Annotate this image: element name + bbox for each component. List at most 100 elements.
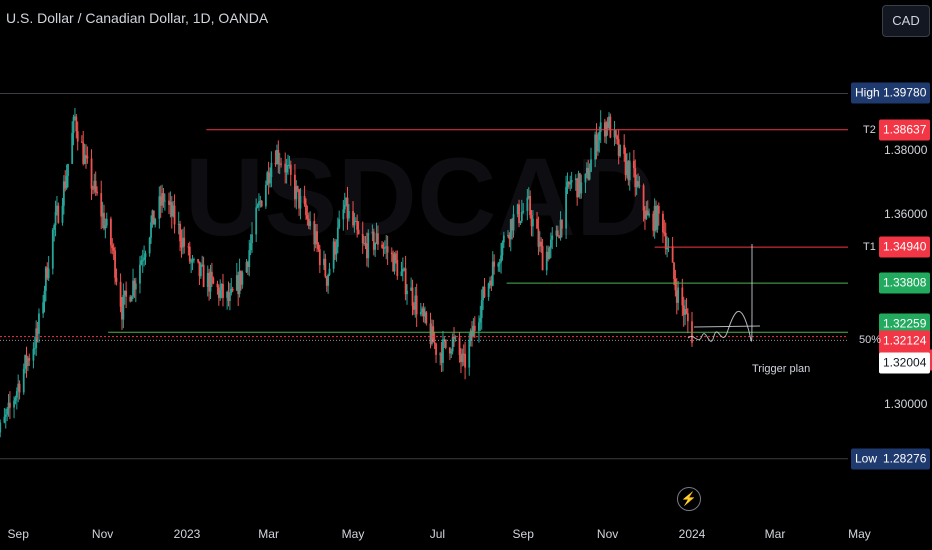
candle-body [567,181,570,185]
candle-body [64,181,67,189]
candle-body [193,259,195,261]
candle-body [435,343,437,355]
candle-body [509,219,512,240]
candle-body [168,200,170,205]
candle-body [653,205,656,231]
candle-body [22,368,25,393]
candle-body [536,218,538,229]
candle-body [637,181,639,186]
candle-body [258,201,260,206]
level-label-high: High [851,82,884,104]
candle-body [332,241,335,269]
candle-body [324,258,327,277]
trigger-plan-line [693,325,761,328]
currency-button[interactable]: CAD [882,5,930,37]
candle-body [298,189,300,209]
candle-body [626,161,628,176]
candle-body [187,246,190,248]
candle-body [336,227,339,248]
candle-body [454,337,457,339]
candle-body [75,116,78,132]
candle-body [590,159,592,172]
candle-body [306,215,309,219]
candle-body [472,325,475,338]
lightning-icon[interactable]: ⚡ [677,487,701,511]
candle-body [264,184,267,207]
candle-body [462,353,465,355]
candle-body [646,210,649,216]
candle-body [180,241,183,248]
candle-body [663,232,666,234]
candle-body [565,187,567,229]
candle-body [83,155,86,164]
candle-body [162,193,165,202]
candle-body [501,242,504,256]
candle-body [584,173,587,183]
candle-body [353,221,356,226]
candle-body [18,383,21,393]
candle-body [464,353,466,368]
candle-body [183,237,186,247]
candle-body [206,272,209,287]
candle-body [25,355,28,367]
x-tick-label: Sep [512,527,534,541]
candle-body [345,197,348,206]
candle-body [125,290,128,297]
candle-body [644,210,646,219]
candle-body [415,295,418,315]
candle-body [549,239,552,248]
candle-body [9,402,11,408]
x-tick-label: May [848,527,871,541]
candle-body [537,228,540,247]
candle-body [393,253,396,272]
candle-body [26,358,29,367]
candle-body [130,296,133,302]
candle-body [469,330,472,341]
candle-body [547,251,550,260]
candle-body [276,150,278,165]
y-tick-label: 1.30000 [884,397,928,411]
price-tag-t2: 1.38637 [879,119,931,141]
candle-body [551,235,554,240]
candle-body [406,290,408,295]
candle-body [270,162,273,178]
candle-body [54,211,57,226]
candle-body [197,259,199,262]
candle-body [411,287,414,306]
candle-body [96,191,98,194]
candle-body [468,340,471,368]
candle-body [169,202,172,205]
candle-body [245,261,248,273]
candle-body [14,397,17,401]
candle-body [313,221,316,245]
candle-body [390,252,393,255]
candle-body [143,257,146,261]
candle-body [328,268,331,275]
candle-body [93,180,96,190]
candle-body [608,116,610,128]
candle-body [230,288,233,294]
candle-body [520,212,523,222]
candle-body [133,280,136,290]
candle-body [123,290,126,296]
candle-body [448,347,451,354]
candle-body [201,264,204,266]
symbol-title[interactable]: U.S. Dollar / Canadian Dollar, 1D, OANDA [6,10,269,26]
candle-body [307,218,310,226]
candle-body [288,164,291,166]
candle-body [635,181,638,188]
candle-body [110,218,112,246]
candle-body [140,260,143,265]
candle-body [38,313,40,334]
candle-body [65,175,68,189]
candle-body [152,210,155,225]
fifty-percent-label: 50% [859,334,882,346]
candle-body [115,277,118,282]
candle-body [491,261,494,286]
candle-body [74,116,76,118]
candle-body [85,155,87,157]
candle-body [404,268,407,295]
candle-body [555,230,558,236]
candle-body [17,383,20,392]
